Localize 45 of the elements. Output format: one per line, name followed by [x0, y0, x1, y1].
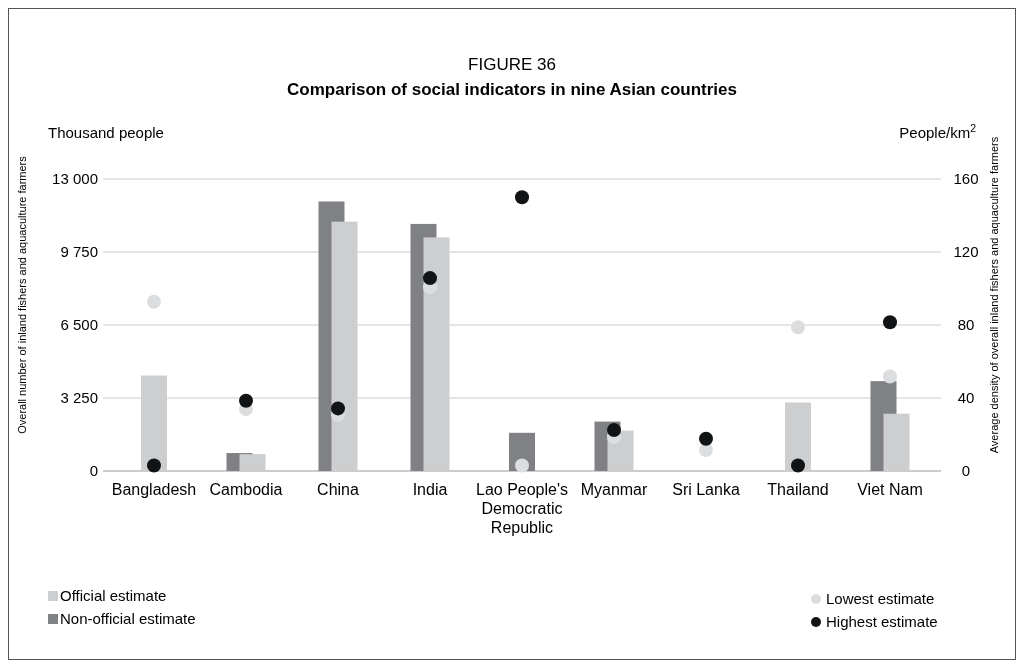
chart-title: FIGURE 36 [468, 55, 556, 74]
y-axis-title: Overall number of inland fishers and aquaculture farmers [16, 155, 28, 434]
text: People/km$^{2}$ [899, 122, 977, 141]
y2-tick-label: 40 [957, 389, 975, 406]
text: Thousand people [48, 124, 164, 141]
x-tick-label: Lao People's Democratic Republic [475, 481, 569, 536]
chart-subtitle: Comparison of social indicators in nine Asian countries [287, 80, 737, 99]
bar [239, 454, 266, 471]
point [883, 315, 897, 330]
point [515, 458, 529, 473]
x-tick-label: Cambodia [209, 481, 283, 498]
y2-tick-label: 80 [957, 316, 975, 333]
y2-tick-label: 120 [953, 243, 979, 260]
legend-label: Official estimate [60, 587, 167, 604]
y2-tick-label: 160 [953, 170, 979, 187]
x-tick-label: Bangladesh [111, 481, 197, 498]
point [239, 393, 253, 408]
x-tick-label: Myanmar [580, 481, 649, 498]
point [699, 443, 713, 458]
point [699, 431, 713, 446]
x-tick-label: Thailand [767, 481, 829, 498]
x-tick-label: China [317, 481, 359, 498]
point [791, 320, 805, 335]
legend-label: Non-official estimate [60, 610, 196, 627]
y-tick-label: 0 [89, 462, 98, 479]
legend-label: Lowest estimate [826, 590, 935, 607]
x-tick-label: Sri Lanka [672, 481, 740, 498]
y2-axis-title: Average density of overall inland fishers and aquaculture farmers [988, 136, 1000, 454]
point [607, 422, 621, 437]
point [791, 458, 805, 473]
point [423, 271, 437, 286]
y-tick-label: 6 500 [60, 316, 98, 333]
x-tick-label: India [412, 481, 448, 498]
point [147, 458, 161, 473]
point [883, 369, 897, 384]
x-tick-label: Viet Nam [857, 481, 923, 498]
y-tick-label: 9 750 [60, 243, 98, 260]
point [331, 401, 345, 416]
y2-tick-label: 0 [961, 462, 971, 479]
point [147, 294, 161, 309]
y-tick-label: 3 250 [60, 389, 98, 406]
point [515, 190, 529, 205]
bar [883, 413, 910, 471]
legend-label: Highest estimate [826, 613, 938, 630]
y-tick-label: 13 000 [52, 170, 98, 187]
